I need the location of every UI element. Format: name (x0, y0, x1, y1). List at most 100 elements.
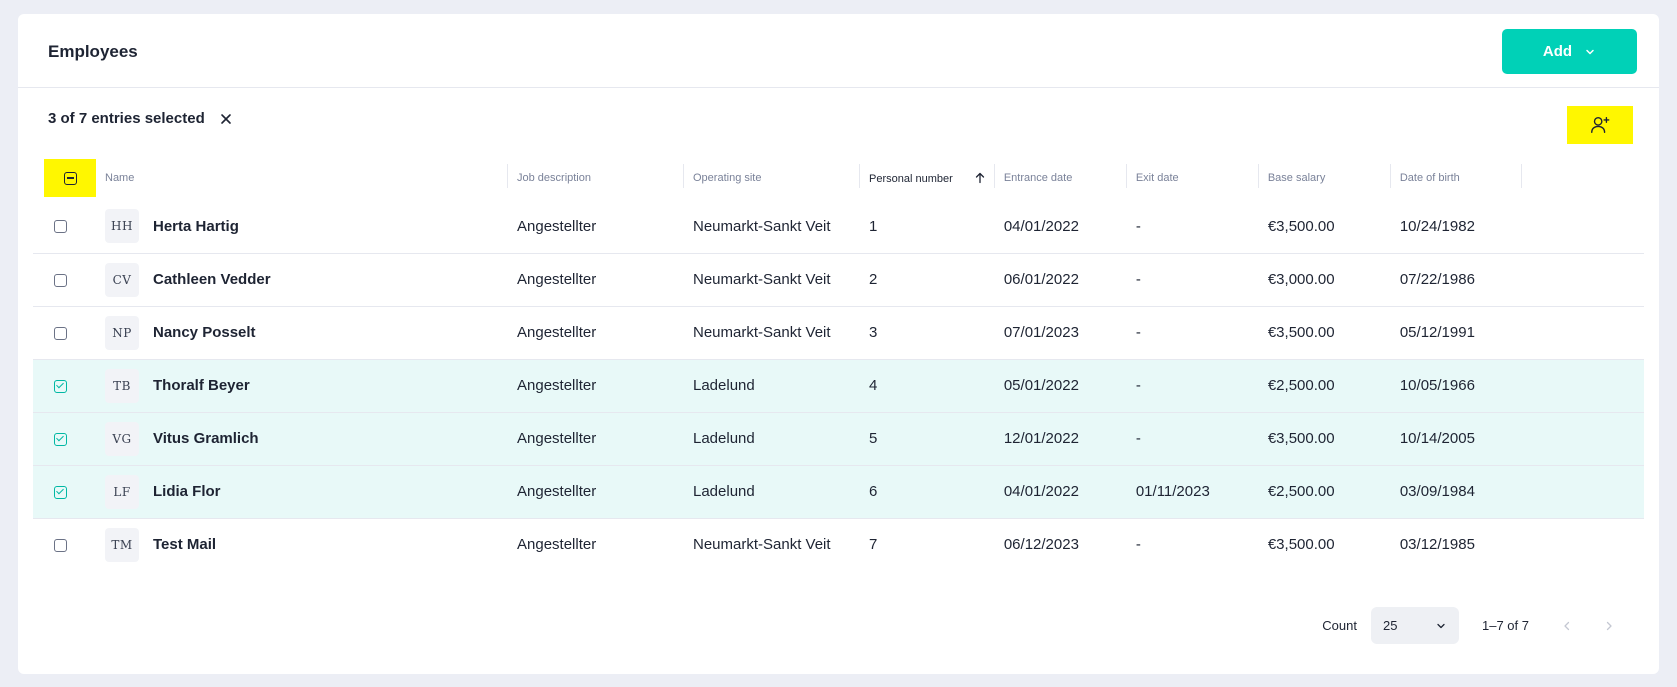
name-cell: TB Thoralf Beyer (96, 359, 508, 413)
exit-cell: - (1126, 253, 1259, 307)
salary-cell: €3,000.00 (1258, 253, 1391, 307)
table-row[interactable]: NP Nancy Posselt Angestellter Neumarkt-S… (33, 306, 1644, 360)
row-checkbox[interactable] (54, 538, 67, 552)
avatar: HH (105, 209, 139, 244)
row-checkbox[interactable] (54, 273, 67, 287)
row-checkbox[interactable] (54, 485, 67, 499)
job-cell: Angestellter (508, 306, 684, 360)
personal-number-cell: 4 (860, 359, 995, 413)
table-row[interactable]: VG Vitus Gramlich Angestellter Ladelund … (33, 412, 1644, 466)
next-page-button[interactable] (1601, 618, 1617, 634)
personal-number-cell: 7 (869, 536, 878, 554)
column-header-salary[interactable]: Base salary (1259, 156, 1391, 200)
exit-cell: 01/11/2023 (1126, 465, 1259, 519)
site-cell: Ladelund (684, 359, 860, 413)
entrance-cell: 06/12/2023 (1003, 536, 1079, 554)
row-check-cell (33, 518, 96, 571)
row-check-cell (33, 359, 96, 413)
count-value: 25 (1383, 618, 1398, 633)
employee-name[interactable]: Cathleen Vedder (153, 271, 271, 288)
table-row[interactable]: HH Herta Hartig Angestellter Neumarkt-Sa… (33, 200, 1644, 254)
chevron-down-icon (1586, 49, 1594, 54)
salary-cell: €3,500.00 (1258, 412, 1391, 466)
personal-number-cell: 3 (860, 306, 995, 360)
site-cell: Neumarkt-Sankt Veit (693, 536, 831, 554)
column-header-name[interactable]: Name (96, 156, 508, 200)
close-icon[interactable] (219, 112, 233, 126)
add-button-label: Add (1542, 43, 1573, 60)
dob-cell: 07/22/1986 (1390, 253, 1522, 307)
avatar: TB (105, 368, 139, 403)
entrance-cell: 04/01/2022 (994, 465, 1127, 519)
employees-card: Employees Add 3 of 7 entries selected Na… (18, 14, 1659, 674)
row-check-cell (33, 200, 96, 254)
row-check-cell (33, 412, 96, 466)
count-select[interactable]: 25 (1371, 607, 1459, 644)
name-cell: HH Herta Hartig (96, 200, 508, 254)
personal-number-cell: 5 (860, 412, 995, 466)
salary-cell: €3,500.00 (1258, 306, 1391, 360)
job-cell: Angestellter (508, 200, 684, 254)
row-check-cell (33, 465, 96, 519)
actions-cell (1521, 465, 1644, 519)
actions-cell (1522, 518, 1644, 571)
prev-page-button[interactable] (1559, 618, 1575, 634)
employee-name[interactable]: Test Mail (153, 536, 217, 554)
chevron-right-icon (1606, 621, 1612, 630)
job-cell: Angestellter (508, 465, 684, 519)
salary-cell: €3,500.00 (1267, 536, 1335, 554)
name-wrap: HH Herta Hartig (105, 209, 499, 244)
name-wrap: TB Thoralf Beyer (105, 368, 499, 403)
chevron-left-icon (1564, 621, 1570, 630)
page-title: Employees (48, 42, 138, 61)
exit-cell: - (1126, 200, 1259, 254)
actions-cell (1521, 200, 1644, 254)
page-range: 1–7 of 7 (1482, 618, 1529, 633)
select-all-highlight (44, 159, 96, 197)
table-row[interactable]: TM Test Mail Angestellter Neumarkt-Sankt… (33, 518, 1644, 571)
column-header-job[interactable]: Job description (508, 156, 684, 200)
job-cell: Angestellter (508, 359, 684, 413)
employee-name[interactable]: Thoralf Beyer (153, 377, 250, 394)
select-all-checkbox[interactable] (63, 171, 77, 185)
avatar: LF (105, 474, 139, 509)
column-header-dob[interactable]: Date of birth (1391, 156, 1522, 200)
name-cell: LF Lidia Flor (96, 465, 508, 519)
actions-cell (1521, 359, 1644, 413)
column-header-exit[interactable]: Exit date (1127, 156, 1259, 200)
employee-name[interactable]: Nancy Posselt (153, 324, 256, 341)
salary-cell: €3,500.00 (1258, 200, 1391, 254)
employee-name[interactable]: Vitus Gramlich (153, 430, 259, 447)
job-cell: Angestellter (508, 412, 684, 466)
assign-user-button[interactable] (1567, 106, 1633, 144)
entrance-cell: 07/01/2023 (994, 306, 1127, 360)
row-checkbox[interactable] (54, 432, 67, 446)
employees-table: Name Job description Operating site Pers… (33, 156, 1644, 571)
employee-name[interactable]: Lidia Flor (153, 483, 221, 500)
entrance-cell: 04/01/2022 (994, 200, 1127, 254)
avatar: CV (105, 262, 139, 297)
actions-cell (1521, 412, 1644, 466)
row-check-cell (33, 306, 96, 360)
column-header-site[interactable]: Operating site (684, 156, 860, 200)
add-button[interactable]: Add (1502, 29, 1637, 74)
selection-count: 3 of 7 entries selected (48, 110, 205, 127)
select-all-column (33, 156, 96, 200)
row-checkbox[interactable] (54, 220, 67, 234)
column-header-personal-number[interactable]: Personal number (860, 156, 995, 200)
table-row[interactable]: CV Cathleen Vedder Angestellter Neumarkt… (33, 253, 1644, 307)
row-checkbox[interactable] (54, 379, 67, 393)
name-cell: CV Cathleen Vedder (96, 253, 508, 307)
site-cell: Neumarkt-Sankt Veit (684, 306, 860, 360)
dob-cell: 10/14/2005 (1390, 412, 1522, 466)
column-header-entrance[interactable]: Entrance date (995, 156, 1127, 200)
job-cell: Angestellter (508, 253, 684, 307)
pagination: Count 25 1–7 of 7 (1322, 607, 1617, 644)
entrance-cell: 05/01/2022 (994, 359, 1127, 413)
table-row[interactable]: TB Thoralf Beyer Angestellter Ladelund 4… (33, 359, 1644, 413)
employee-name[interactable]: Herta Hartig (153, 217, 239, 235)
table-row[interactable]: LF Lidia Flor Angestellter Ladelund 6 04… (33, 465, 1644, 519)
name-wrap: TM Test Mail (105, 527, 499, 562)
count-label: Count (1322, 618, 1357, 633)
row-checkbox[interactable] (54, 326, 67, 340)
